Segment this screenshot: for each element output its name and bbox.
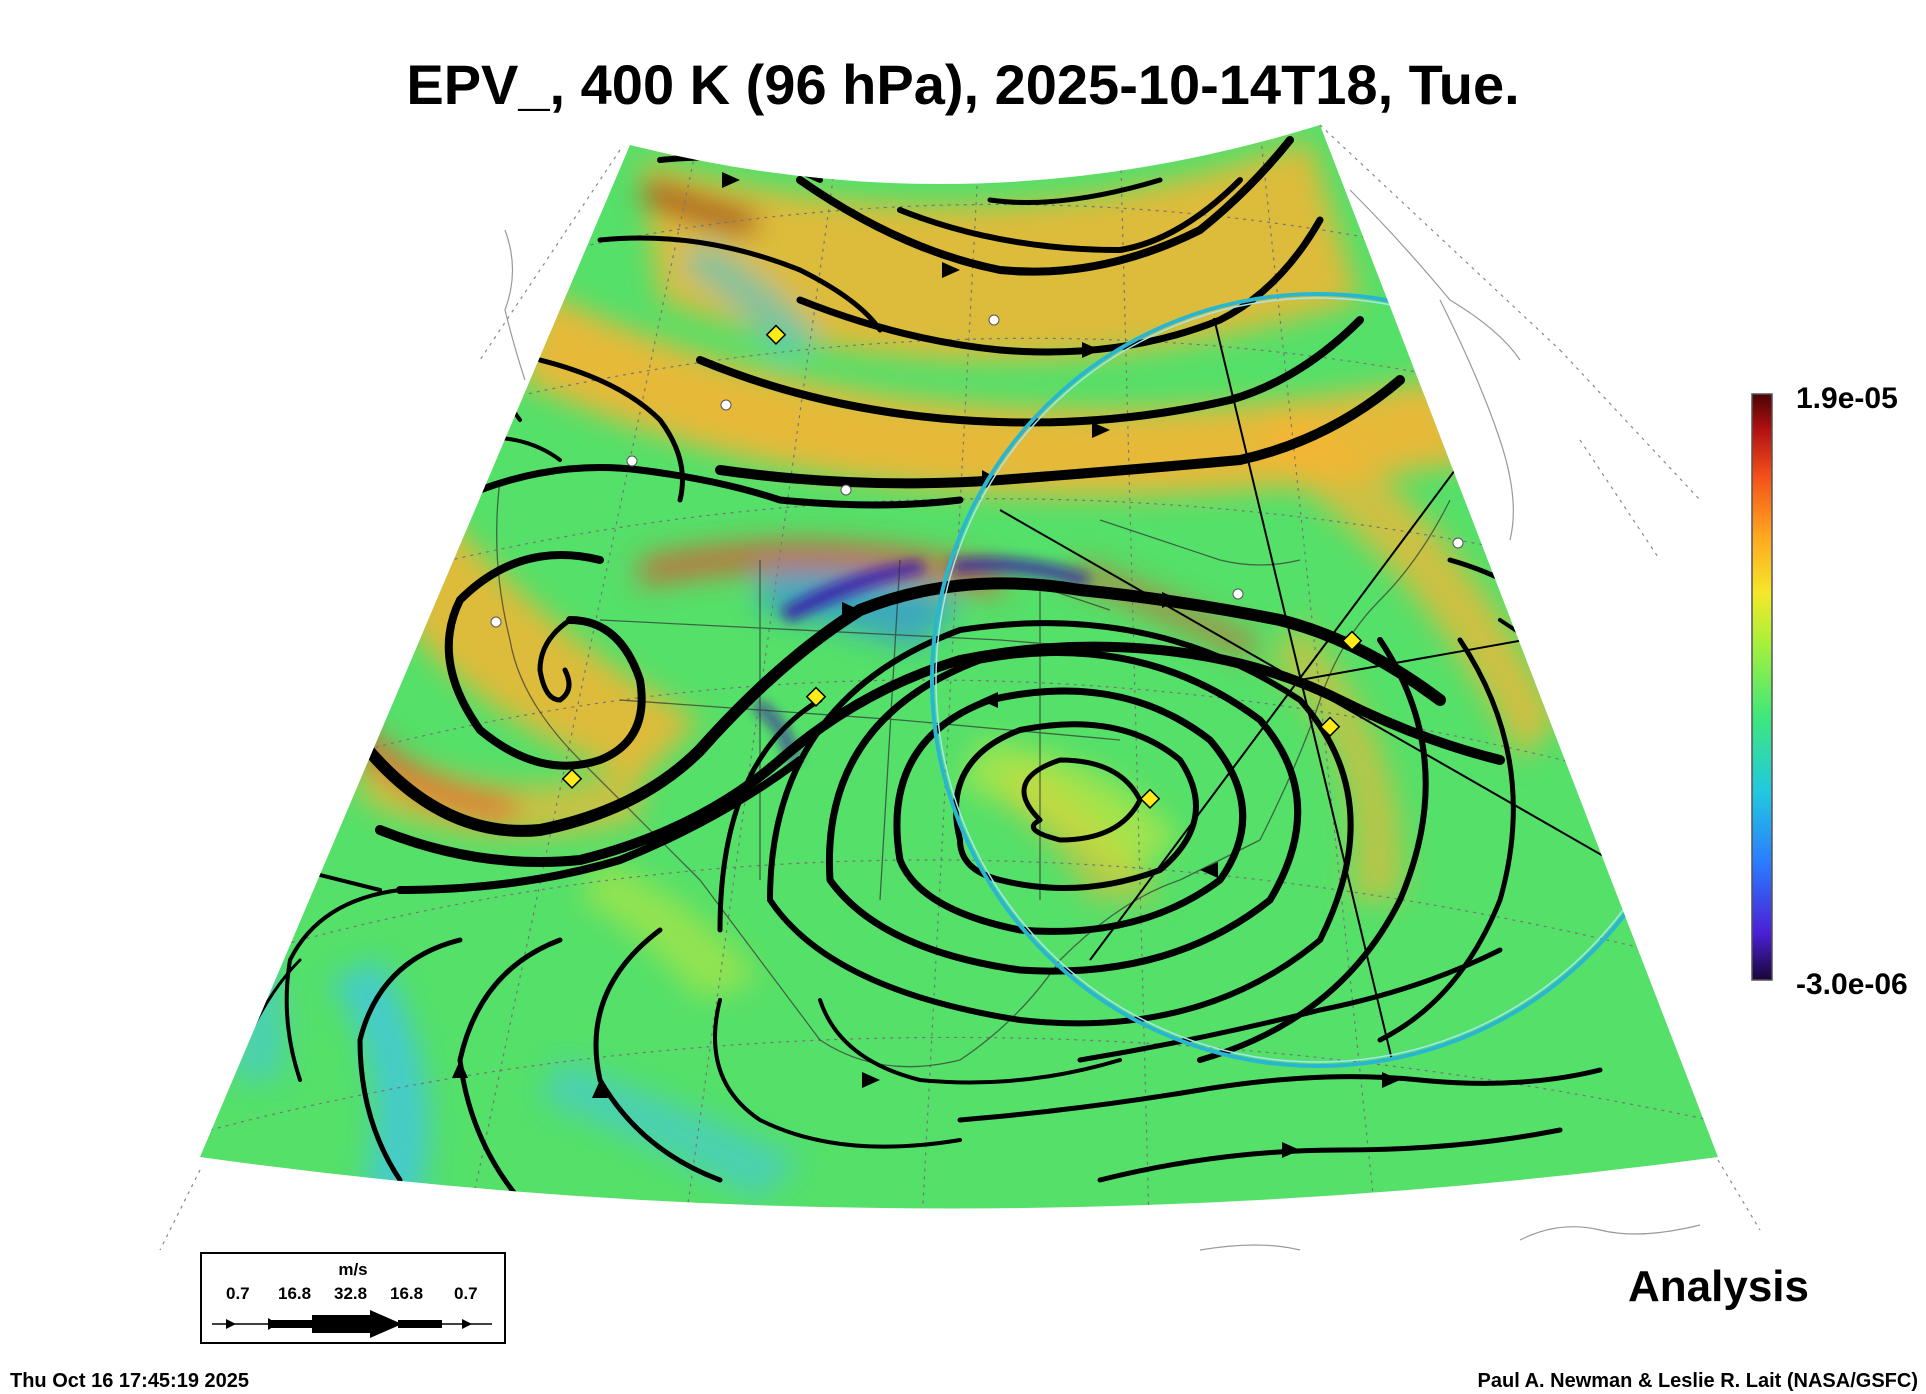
wind-speed-legend: m/s 0.7 16.8 32.8 16.8 0.7	[200, 1252, 506, 1344]
colorbar	[1751, 393, 1773, 981]
legend-units: m/s	[338, 1260, 368, 1279]
footer-timestamp: Thu Oct 16 17:45:19 2025	[10, 1370, 250, 1392]
streamline-arrows	[452, 172, 1400, 1158]
epv-field	[200, 125, 1718, 1209]
outer-graticule	[159, 124, 1761, 1251]
analysis-label: Analysis	[1628, 1262, 1809, 1311]
legend-value: 16.8	[390, 1284, 424, 1303]
legend-value: 0.7	[454, 1284, 478, 1303]
legend-arrow-scale	[212, 1310, 492, 1338]
colorbar-max-label: 1.9e-05	[1796, 382, 1898, 415]
legend-value: 16.8	[278, 1284, 312, 1303]
colorbar-min-label: -3.0e-06	[1796, 968, 1908, 1001]
station-markers	[490, 314, 1464, 809]
streamlines	[228, 136, 1603, 1209]
chart-title: EPV_, 400 K (96 hPa), 2025-10-14T18, Tue…	[406, 53, 1520, 116]
outer-coastlines	[504, 189, 1701, 1251]
legend-value: 0.7	[226, 1284, 250, 1303]
footer-credit: Paul A. Newman & Leslie R. Lait (NASA/GS…	[1477, 1370, 1918, 1392]
legend-value: 32.8	[334, 1284, 368, 1303]
